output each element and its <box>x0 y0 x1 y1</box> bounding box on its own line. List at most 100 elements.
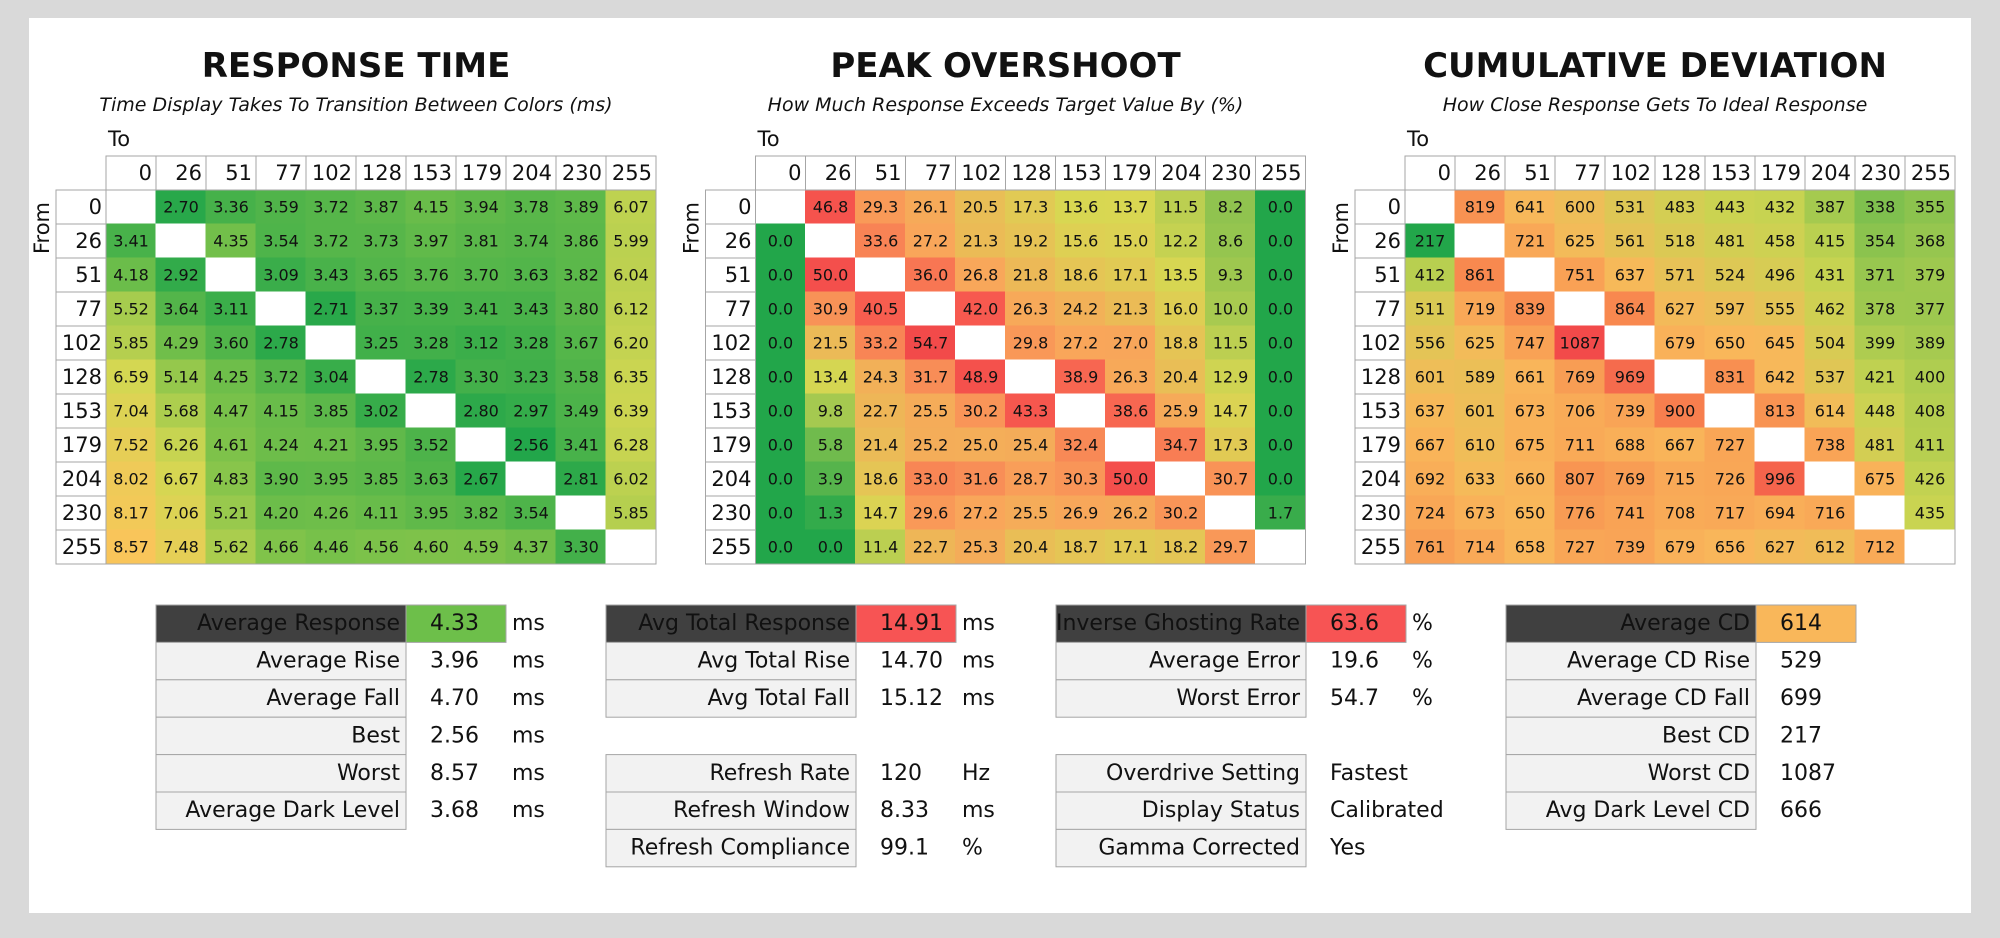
heat-cell <box>1404 393 1456 429</box>
row-header-cell <box>705 529 756 565</box>
summary-label-box <box>155 679 407 718</box>
cell-value: 2.67 <box>463 470 499 489</box>
heat-cell <box>1604 427 1656 463</box>
cell-value: 675 <box>1515 436 1546 455</box>
heat-cell <box>405 427 457 463</box>
cell-value: 6.39 <box>613 402 649 421</box>
cell-value: 601 <box>1415 368 1446 387</box>
heat-cell <box>1255 427 1306 463</box>
summary-label-box <box>1505 679 1757 718</box>
cell-value: 36.0 <box>913 266 949 285</box>
column-label: 0 <box>139 161 152 185</box>
heat-cell <box>605 189 657 225</box>
heat-cell <box>1205 461 1256 497</box>
cell-value: 1.7 <box>1268 504 1293 523</box>
row-label: 204 <box>62 467 102 491</box>
heat-cell <box>1504 393 1556 429</box>
heat-cell <box>755 529 806 565</box>
cell-value: 839 <box>1515 300 1546 319</box>
cell-value: 969 <box>1615 368 1646 387</box>
cell-value: 0.0 <box>768 402 793 421</box>
heat-cell <box>1155 257 1206 293</box>
cell-value: 426 <box>1915 470 1946 489</box>
cell-value: 6.12 <box>613 300 649 319</box>
cell-value: 443 <box>1715 198 1746 217</box>
heat-cell <box>1554 189 1606 225</box>
cell-value: 18.6 <box>863 470 899 489</box>
heat-cell <box>605 291 657 327</box>
cell-value: 12.2 <box>1163 232 1199 251</box>
cell-value: 42.0 <box>963 300 999 319</box>
summary-value: 14.91 <box>880 611 943 636</box>
cell-value: 2.71 <box>313 300 349 319</box>
summary-unit: ms <box>962 798 995 823</box>
heat-cell <box>355 393 407 429</box>
column-label: 255 <box>612 161 652 185</box>
summary-label-box <box>605 641 857 681</box>
cell-value: 8.6 <box>1218 232 1243 251</box>
row-header-cell <box>1354 427 1406 463</box>
cell-value: 3.81 <box>463 232 499 251</box>
header-cell <box>1105 155 1156 191</box>
column-label: 26 <box>175 161 202 185</box>
column-label: 26 <box>825 161 852 185</box>
from-label: From <box>30 202 54 254</box>
cell-value: 0.0 <box>768 436 793 455</box>
cell-value: 6.28 <box>613 436 649 455</box>
summary-unit: ms <box>512 686 545 711</box>
cell-value: 8.57 <box>113 538 149 557</box>
heat-cell <box>1504 495 1556 531</box>
heat-cell <box>1704 461 1756 497</box>
summary-label-box <box>1055 828 1307 868</box>
summary-label-box <box>605 679 857 718</box>
summary-unit: ms <box>512 761 545 786</box>
cell-value: 354 <box>1865 232 1896 251</box>
header-cell <box>1055 155 1106 191</box>
row-label: 77 <box>725 297 752 321</box>
heat-cell <box>1005 529 1056 565</box>
heat-cell <box>1055 495 1106 531</box>
heat-cell <box>355 359 407 395</box>
row-label: 26 <box>1374 229 1401 253</box>
row-label: 128 <box>62 365 102 389</box>
cell-value: 996 <box>1765 470 1796 489</box>
summary-label: Refresh Compliance <box>630 836 850 861</box>
header-cell <box>1454 155 1506 191</box>
column-label: 204 <box>512 161 552 185</box>
cell-value: 29.3 <box>863 198 899 217</box>
heat-cell <box>405 529 457 565</box>
header-cell <box>1005 155 1056 191</box>
row-label: 255 <box>1361 535 1401 559</box>
to-label: To <box>757 127 780 151</box>
heat-cell <box>355 257 407 293</box>
cell-value: 650 <box>1715 334 1746 353</box>
cell-value: 3.04 <box>313 368 349 387</box>
to-label: To <box>1406 127 1429 151</box>
heat-cell <box>1005 189 1056 225</box>
summary-value: 15.12 <box>880 686 943 711</box>
cell-value: 6.07 <box>613 198 649 217</box>
cell-value: 524 <box>1715 266 1746 285</box>
cell-value: 3.43 <box>313 266 349 285</box>
summary-value: 8.33 <box>880 798 929 823</box>
cell-value: 776 <box>1565 504 1596 523</box>
cell-value: 411 <box>1915 436 1946 455</box>
cell-value: 675 <box>1865 470 1896 489</box>
cell-value: 30.9 <box>813 300 849 319</box>
cell-value: 3.90 <box>263 470 299 489</box>
cell-value: 4.61 <box>213 436 249 455</box>
cell-value: 3.78 <box>513 198 549 217</box>
heat-cell <box>105 189 157 225</box>
cell-value: 6.59 <box>113 368 149 387</box>
row-header-cell <box>1354 257 1406 293</box>
column-label: 179 <box>462 161 502 185</box>
summary-value: Fastest <box>1330 761 1408 786</box>
summary-label: Best CD <box>1662 723 1750 748</box>
cell-value: 719 <box>1465 300 1496 319</box>
cell-value: 656 <box>1715 538 1746 557</box>
row-label: 153 <box>1361 399 1401 423</box>
heat-cell <box>1504 427 1556 463</box>
summary-label-box <box>1055 754 1307 793</box>
heat-cell <box>305 461 357 497</box>
heat-cell <box>1904 529 1956 565</box>
